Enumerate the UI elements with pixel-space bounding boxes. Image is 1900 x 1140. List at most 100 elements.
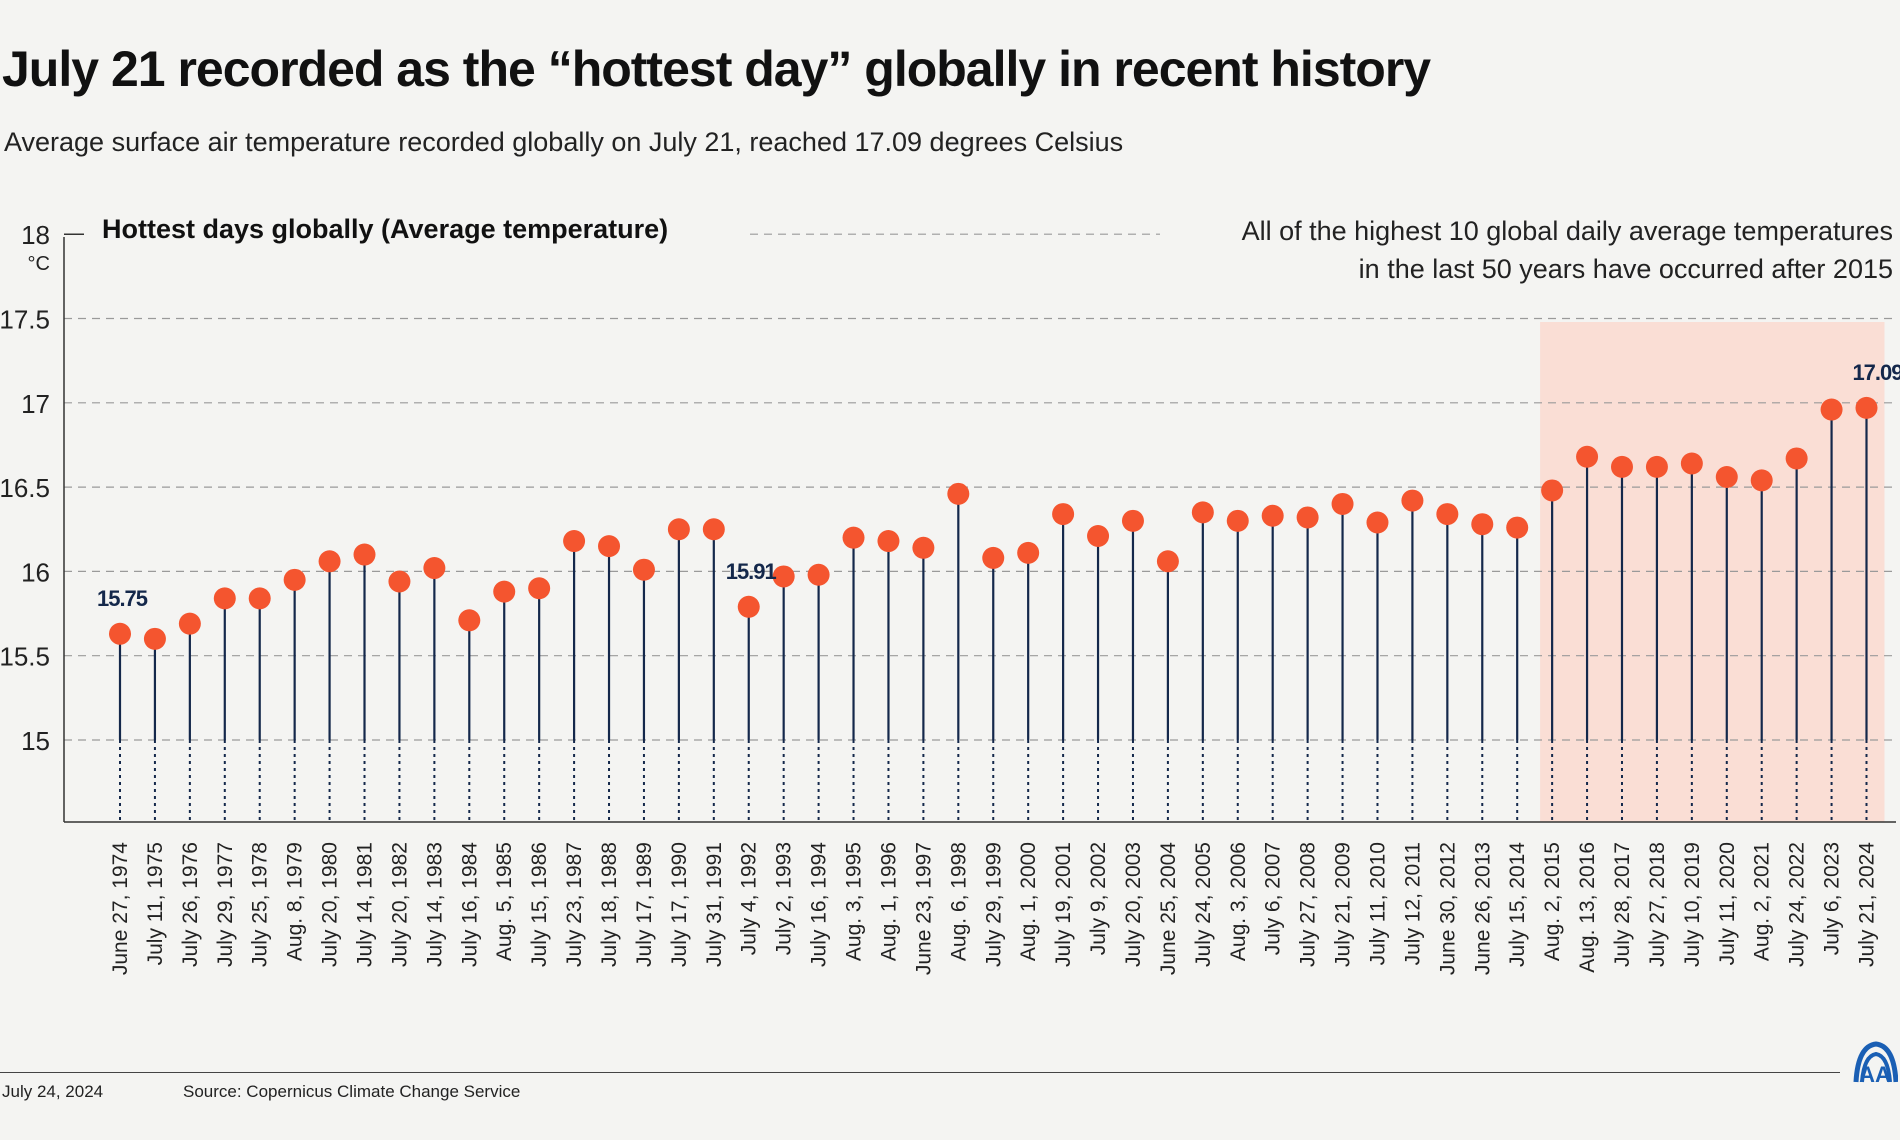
data-point	[248, 587, 271, 610]
y-tick-label: 17	[21, 389, 50, 419]
x-tick-label: July 11, 2020	[1716, 842, 1739, 965]
y-tick-label: 16	[21, 557, 50, 587]
aa-logo-icon: AA	[1853, 1041, 1898, 1087]
data-point	[1191, 501, 1214, 524]
x-tick-label: July 21, 2024	[1856, 842, 1879, 967]
x-tick-label: July 27, 2018	[1646, 842, 1669, 967]
data-point	[842, 526, 865, 549]
x-tick-label: July 14, 1981	[354, 842, 377, 967]
data-point	[493, 580, 516, 603]
x-tick-label: July 23, 1987	[563, 842, 586, 967]
x-tick-label: July 14, 1983	[423, 842, 446, 967]
data-point	[1087, 524, 1110, 547]
y-tick-labels: 15 15.5 16 16.5 17 17.5 18	[0, 220, 50, 756]
y-tick-label: 18	[21, 220, 50, 250]
x-tick-label: July 18, 1988	[598, 842, 621, 967]
data-point	[1855, 396, 1878, 419]
data-point	[702, 518, 725, 541]
x-tick-label: Aug. 2, 2015	[1541, 842, 1564, 961]
data-point	[912, 536, 935, 559]
data-point	[388, 570, 411, 593]
data-point	[598, 535, 621, 558]
data-point	[1121, 509, 1144, 532]
data-point	[1471, 513, 1494, 536]
data-point	[1261, 504, 1284, 527]
x-tick-label: July 11, 2010	[1366, 842, 1389, 965]
data-point	[1156, 550, 1179, 573]
x-tick-label: July 11, 1975	[144, 842, 167, 965]
x-tick-label: July 17, 1989	[633, 842, 656, 967]
data-point	[1436, 503, 1459, 526]
chart-subtitle: Average surface air temperature recorded…	[4, 127, 1124, 157]
x-tick-label: July 28, 2017	[1611, 842, 1634, 967]
x-tick-label: June 27, 1974	[109, 842, 132, 975]
x-tick-label: July 15, 1986	[528, 842, 551, 967]
x-tick-label: July 29, 1977	[214, 842, 237, 967]
data-point	[1366, 511, 1389, 534]
footer-date: July 24, 2024	[2, 1082, 104, 1101]
x-tick-label: July 12, 2011	[1401, 842, 1424, 965]
data-point	[318, 550, 341, 573]
y-tick-label: 15	[21, 726, 50, 756]
x-tick-label: June 23, 1997	[912, 842, 935, 975]
logo-text: AA	[1859, 1062, 1891, 1087]
x-tick-label: July 9, 2002	[1087, 842, 1110, 955]
data-point	[283, 568, 306, 591]
data-point	[458, 609, 481, 632]
x-tick-label: Aug. 6, 1998	[947, 842, 970, 961]
data-point	[1052, 503, 1075, 526]
x-tick-label: July 26, 1976	[179, 842, 202, 967]
data-point	[877, 530, 900, 553]
x-tick-label: July 2, 1993	[773, 842, 796, 955]
x-tick-label: July 16, 1994	[808, 842, 831, 967]
data-point	[1331, 492, 1354, 515]
x-tick-label: Aug. 3, 2006	[1227, 842, 1250, 961]
data-point	[1576, 445, 1599, 468]
data-point	[632, 558, 655, 581]
x-tick-label: June 25, 2004	[1157, 842, 1180, 975]
data-point	[982, 546, 1005, 569]
x-tick-label: July 25, 1978	[249, 842, 272, 967]
x-tick-label: July 20, 1982	[388, 842, 411, 967]
data-points	[109, 396, 1878, 650]
x-tick-label: July 4, 1992	[738, 842, 761, 955]
x-tick-label: July 6, 2007	[1262, 842, 1285, 955]
data-point	[1610, 455, 1633, 478]
data-point	[1750, 469, 1773, 492]
x-tick-label: July 27, 2008	[1297, 842, 1320, 967]
x-tick-labels: June 27, 1974 July 11, 1975 July 26, 1976 J…	[109, 842, 1879, 975]
data-point	[213, 587, 236, 610]
annotation-line-2: in the last 50 years have occurred after…	[1359, 254, 1893, 284]
data-point	[1645, 455, 1668, 478]
x-tick-label: July 15, 2014	[1506, 842, 1529, 967]
data-point	[1017, 541, 1040, 564]
annotation-backdrop	[1165, 212, 1895, 292]
data-point	[947, 482, 970, 505]
y-tick-label: 15.5	[0, 642, 50, 672]
annotation-line-1: All of the highest 10 global daily avera…	[1242, 216, 1893, 246]
data-point	[737, 595, 760, 618]
data-point	[353, 543, 376, 566]
x-tick-label: July 6, 2023	[1821, 842, 1844, 955]
data-point	[1541, 479, 1564, 502]
x-tick-label: July 17, 1990	[668, 842, 691, 967]
y-tick-label: 17.5	[0, 305, 50, 335]
x-tick-label: July 20, 2003	[1122, 842, 1145, 967]
data-point	[1226, 509, 1249, 532]
data-point	[1680, 452, 1703, 475]
data-point	[1506, 516, 1529, 539]
x-tick-label: June 30, 2012	[1436, 842, 1459, 975]
data-point	[143, 627, 166, 650]
x-tick-label: Aug. 1, 2000	[1017, 842, 1040, 961]
axis-layer	[63, 237, 1896, 823]
y-unit-label: °C	[28, 253, 50, 275]
x-tick-label: July 19, 2001	[1052, 842, 1075, 967]
data-point	[563, 530, 586, 553]
data-point	[1401, 489, 1424, 512]
x-tick-label: July 20, 1980	[319, 842, 342, 967]
x-tick-label: July 10, 2019	[1681, 842, 1704, 967]
data-label: 15.91	[726, 559, 777, 584]
stems	[118, 407, 1868, 822]
data-label: 15.75	[97, 586, 148, 611]
x-tick-label: Aug. 3, 1995	[843, 842, 866, 961]
